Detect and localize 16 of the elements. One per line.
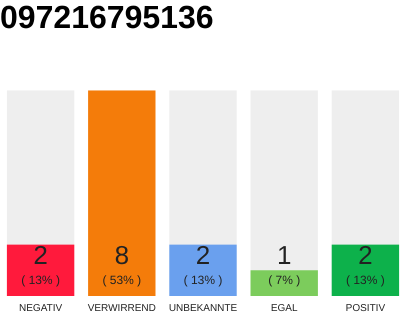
data-label: 1: [276, 240, 292, 270]
annotation: ( 53% ): [102, 273, 142, 287]
x-tick-label: UNBEKANNTE: [168, 302, 238, 314]
x-tick-label: POSITIV: [346, 302, 386, 314]
x-tick-label: NEGATIV: [19, 302, 63, 314]
annotation: ( 13% ): [21, 273, 60, 287]
data-label: 2: [358, 240, 373, 270]
annotation: ( 13% ): [184, 273, 222, 287]
x-tick-label: VERWIRREND: [88, 302, 156, 314]
annotation: ( 7% ): [268, 273, 300, 287]
data-label: 8: [114, 240, 130, 270]
annotation: ( 13% ): [346, 273, 385, 287]
chart-title: 097216795136: [0, 0, 214, 36]
x-tick-label: EGAL: [270, 302, 298, 314]
data-label: 2: [196, 240, 210, 270]
data-label: 2: [33, 240, 48, 270]
